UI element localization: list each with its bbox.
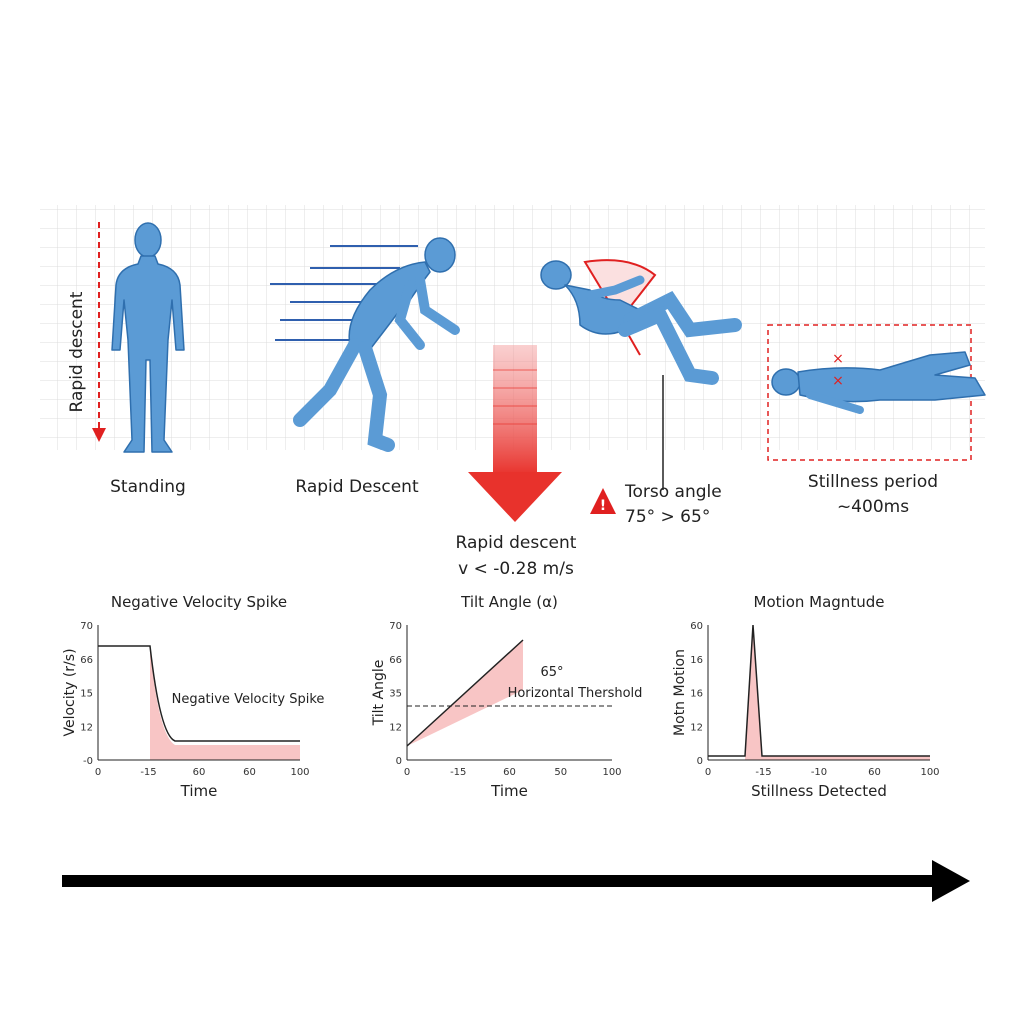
warning-icon bbox=[590, 488, 616, 514]
x-tick-label: 0 bbox=[95, 767, 101, 778]
y-tick-label: 0 bbox=[396, 756, 402, 767]
y-tick-label: 12 bbox=[389, 722, 402, 733]
x-tick-label: 100 bbox=[920, 767, 939, 778]
y-tick-label: 35 bbox=[389, 689, 402, 700]
x-tick-label: 50 bbox=[554, 767, 567, 778]
y-tick-label: 66 bbox=[80, 655, 93, 666]
annotation: 65° bbox=[540, 665, 563, 680]
x-tick-label: 60 bbox=[243, 767, 256, 778]
y-tick-label: 12 bbox=[690, 722, 703, 733]
y-axis-label: Velocity (r/s) bbox=[62, 648, 78, 736]
y-tick-label: 16 bbox=[690, 689, 703, 700]
y-tick-label: 60 bbox=[690, 621, 703, 632]
y-tick-label: 15 bbox=[80, 689, 93, 700]
marker: × bbox=[832, 373, 844, 389]
x-tick-label: -15 bbox=[755, 767, 771, 778]
x-tick-label: 60 bbox=[193, 767, 206, 778]
x-axis-label: Time bbox=[180, 782, 218, 800]
red-arrow-shaft bbox=[493, 345, 537, 475]
stage-label: Rapid Descent bbox=[295, 477, 419, 497]
standing-figure bbox=[111, 222, 185, 453]
x-axis-label: Time bbox=[490, 782, 528, 800]
x-tick-label: 60 bbox=[503, 767, 516, 778]
x-tick-label: 0 bbox=[705, 767, 711, 778]
torso-caption: Torso angle bbox=[624, 482, 722, 502]
y-tick-label: 0 bbox=[697, 756, 703, 767]
x-tick-label: 0 bbox=[404, 767, 410, 778]
arrow-caption: v < -0.28 m/s bbox=[458, 559, 574, 579]
x-tick-label: 100 bbox=[290, 767, 309, 778]
y-tick-label: -0 bbox=[83, 756, 93, 767]
tilting-figure bbox=[540, 259, 742, 385]
x-axis-label: Stillness Detected bbox=[751, 782, 887, 800]
chart-title: Negative Velocity Spike bbox=[111, 593, 287, 611]
torso-caption: 75° > 65° bbox=[625, 507, 710, 527]
stillness-caption: ~400ms bbox=[837, 497, 909, 517]
x-tick-label: -15 bbox=[140, 767, 156, 778]
chart-area bbox=[745, 625, 930, 760]
y-axis-label: Motn Motion bbox=[672, 649, 688, 736]
chart-title: Motion Magntude bbox=[754, 593, 885, 611]
arrow-caption: Rapid descent bbox=[456, 533, 577, 553]
side-label: Rapid descent bbox=[67, 291, 87, 412]
arrow-head bbox=[92, 428, 106, 442]
x-tick-label: 60 bbox=[868, 767, 881, 778]
x-tick-label: -10 bbox=[811, 767, 827, 778]
y-tick-label: 70 bbox=[389, 621, 402, 632]
lying-figure bbox=[771, 351, 986, 414]
y-tick-label: 66 bbox=[389, 655, 402, 666]
speed-lines bbox=[270, 245, 418, 341]
falling-figure bbox=[293, 237, 460, 452]
marker: × bbox=[832, 351, 844, 367]
chart-area bbox=[150, 646, 300, 760]
timeline-arrow-head bbox=[932, 860, 970, 902]
chart-line bbox=[708, 624, 930, 757]
x-tick-label: 100 bbox=[602, 767, 621, 778]
warning-mark: ! bbox=[600, 498, 606, 514]
y-tick-label: 16 bbox=[690, 655, 703, 666]
red-arrow-head bbox=[468, 472, 562, 522]
chart-line bbox=[98, 645, 300, 742]
arrow-bands bbox=[493, 369, 537, 425]
y-axis-label: Tilt Angle bbox=[371, 660, 387, 727]
y-tick-label: 70 bbox=[80, 621, 93, 632]
y-tick-label: 12 bbox=[80, 722, 93, 733]
stage-label: Standing bbox=[110, 477, 186, 497]
x-tick-label: -15 bbox=[450, 767, 466, 778]
stillness-caption: Stillness period bbox=[808, 472, 938, 492]
annotation: Negative Velocity Spike bbox=[172, 692, 325, 707]
chart-title: Tilt Angle (α) bbox=[460, 593, 558, 611]
chart-line bbox=[406, 639, 524, 747]
annotation: Horizontal Thershold bbox=[508, 686, 643, 701]
